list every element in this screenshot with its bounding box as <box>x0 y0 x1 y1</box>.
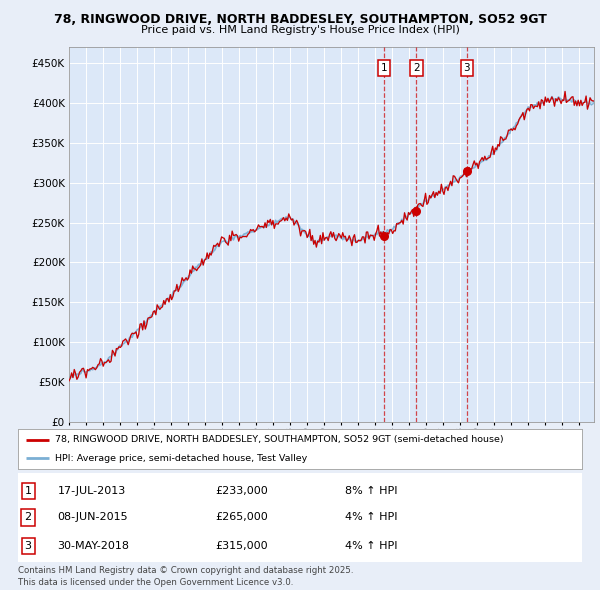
Text: £265,000: £265,000 <box>215 513 268 522</box>
Text: 3: 3 <box>463 63 470 73</box>
Text: Price paid vs. HM Land Registry's House Price Index (HPI): Price paid vs. HM Land Registry's House … <box>140 25 460 35</box>
Text: 4% ↑ HPI: 4% ↑ HPI <box>345 541 398 550</box>
Text: 1: 1 <box>380 63 388 73</box>
Text: HPI: Average price, semi-detached house, Test Valley: HPI: Average price, semi-detached house,… <box>55 454 307 463</box>
Text: £315,000: £315,000 <box>215 541 268 550</box>
Text: 2: 2 <box>413 63 419 73</box>
Text: 17-JUL-2013: 17-JUL-2013 <box>58 486 126 496</box>
Text: 78, RINGWOOD DRIVE, NORTH BADDESLEY, SOUTHAMPTON, SO52 9GT: 78, RINGWOOD DRIVE, NORTH BADDESLEY, SOU… <box>53 13 547 26</box>
Text: 4% ↑ HPI: 4% ↑ HPI <box>345 513 398 522</box>
Text: 8% ↑ HPI: 8% ↑ HPI <box>345 486 398 496</box>
Text: 1: 1 <box>25 486 32 496</box>
Text: £233,000: £233,000 <box>215 486 268 496</box>
Text: Contains HM Land Registry data © Crown copyright and database right 2025.
This d: Contains HM Land Registry data © Crown c… <box>18 566 353 587</box>
Text: 3: 3 <box>25 541 32 550</box>
Text: 2: 2 <box>25 513 32 522</box>
Text: 30-MAY-2018: 30-MAY-2018 <box>58 541 130 550</box>
Text: 08-JUN-2015: 08-JUN-2015 <box>58 513 128 522</box>
Text: 78, RINGWOOD DRIVE, NORTH BADDESLEY, SOUTHAMPTON, SO52 9GT (semi-detached house): 78, RINGWOOD DRIVE, NORTH BADDESLEY, SOU… <box>55 435 503 444</box>
